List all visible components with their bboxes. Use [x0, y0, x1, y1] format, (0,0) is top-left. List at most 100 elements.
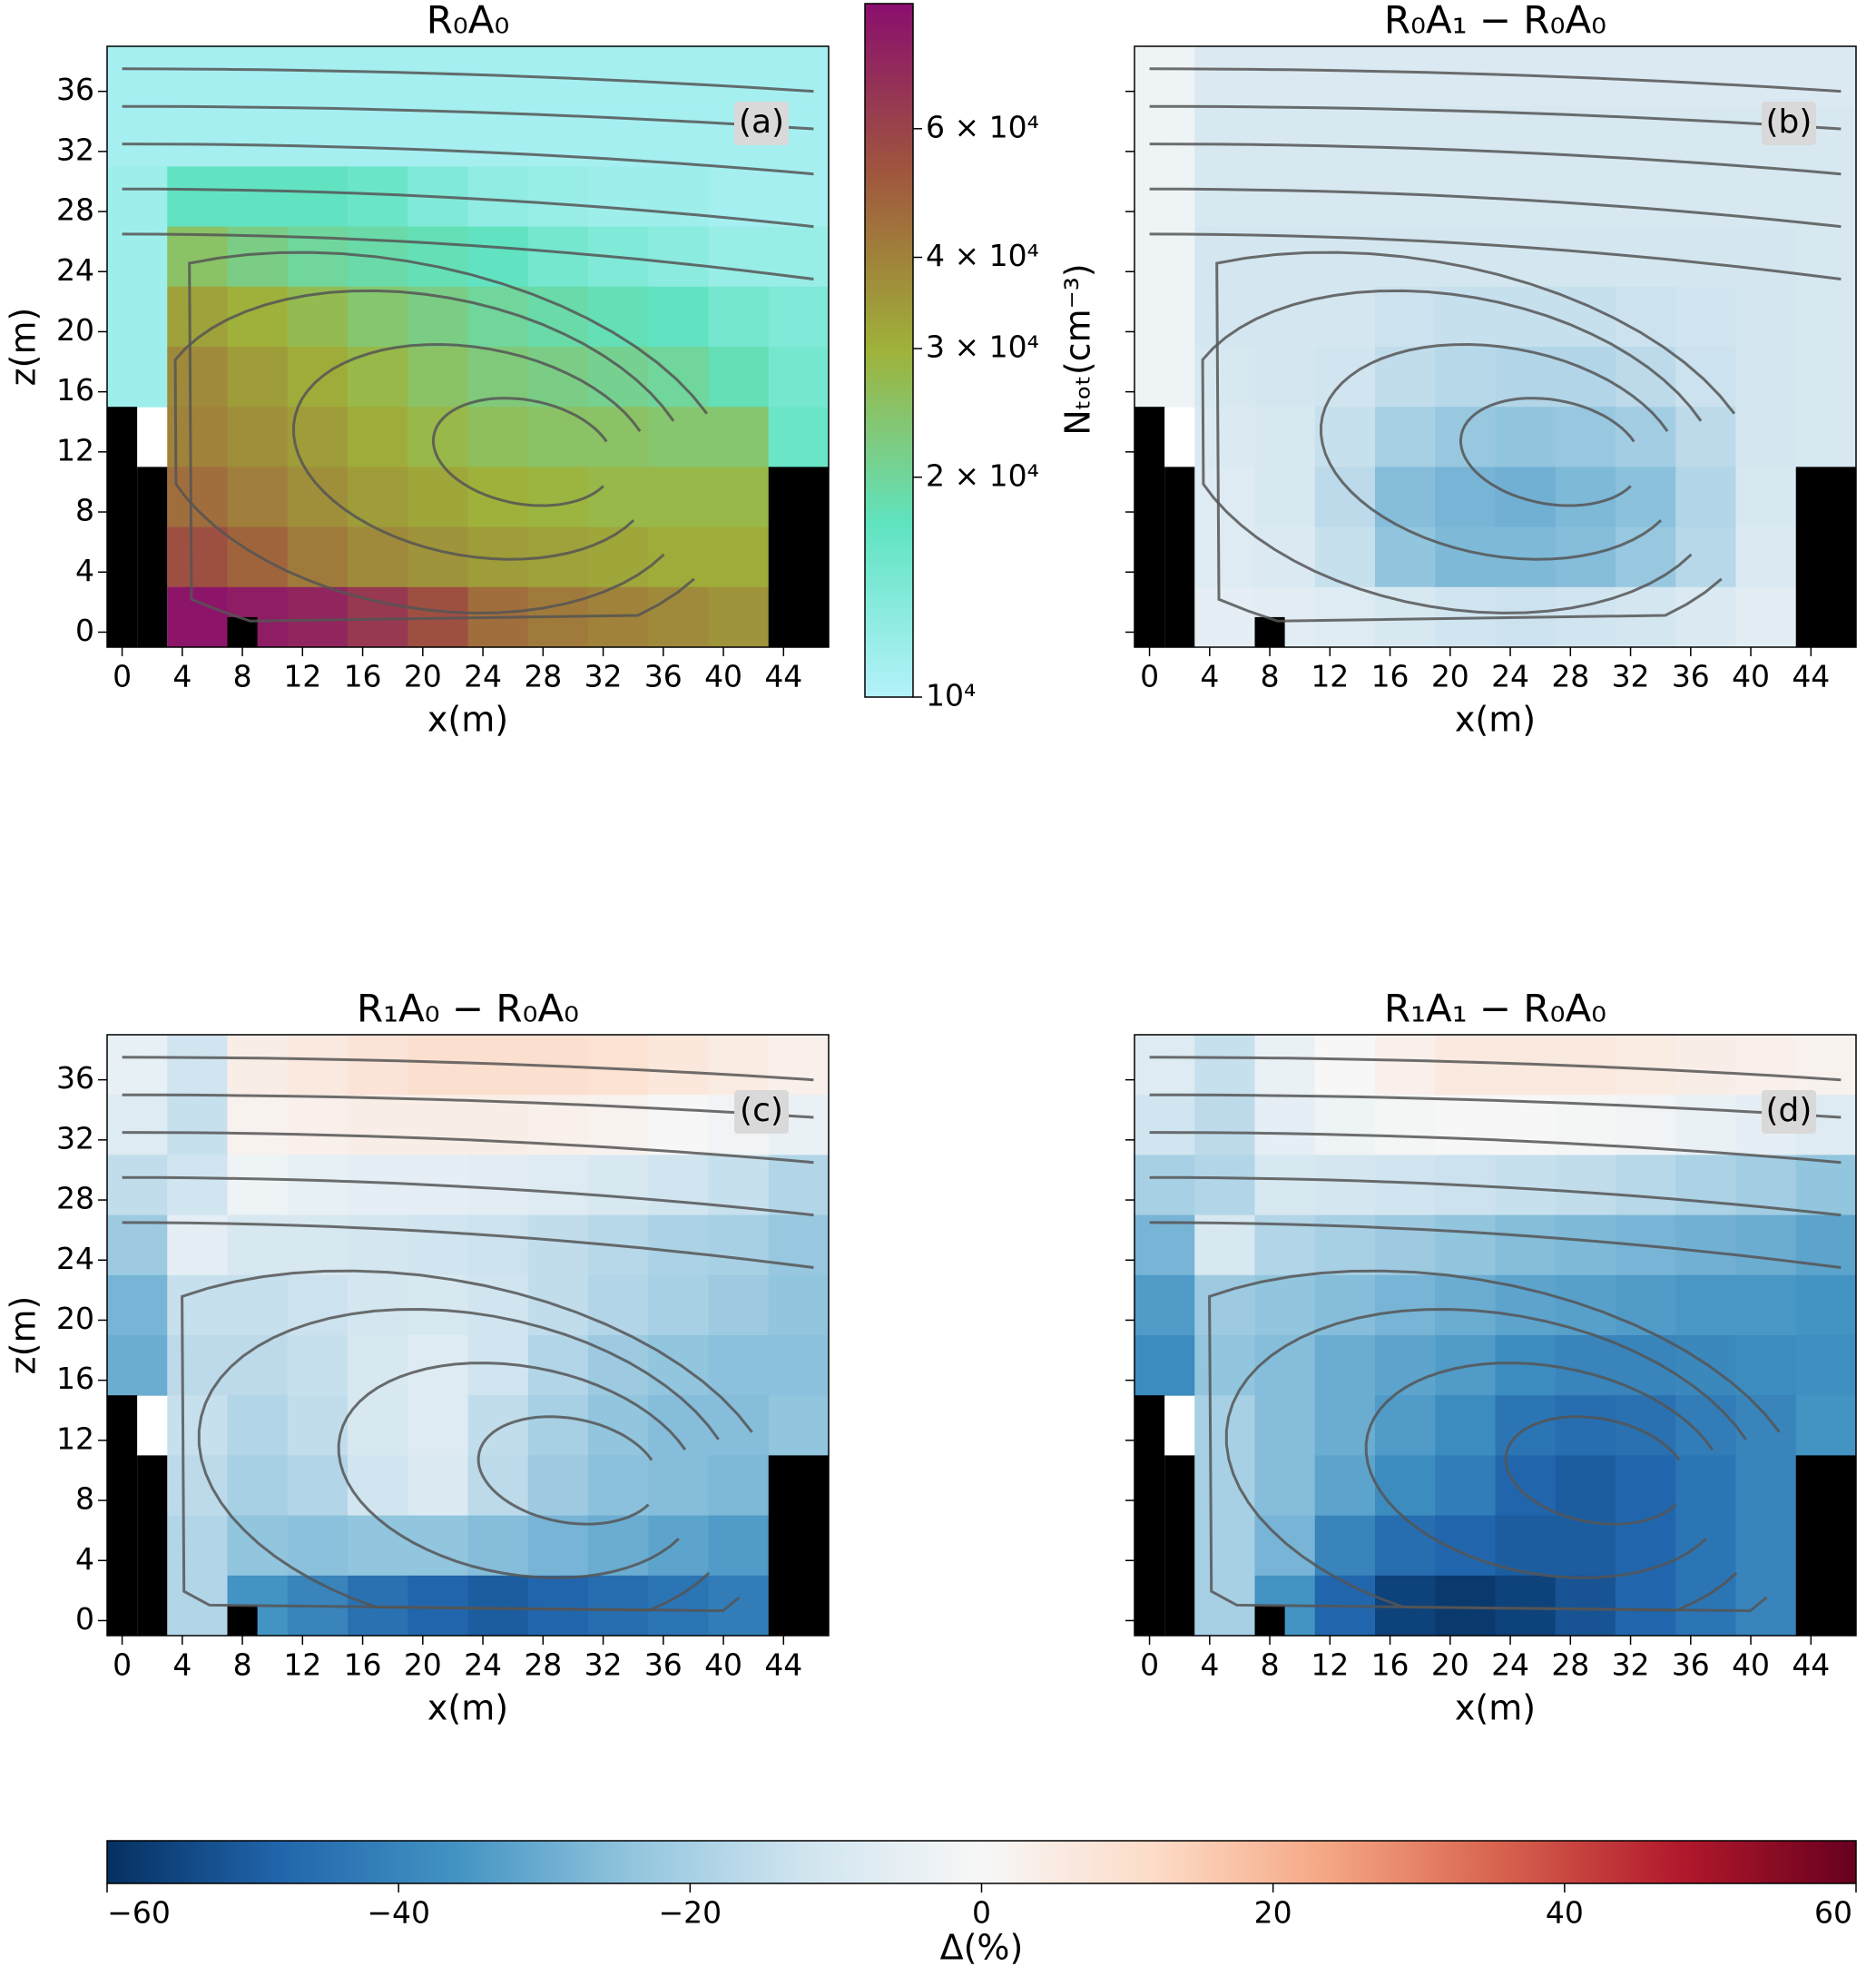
heatmap-cell	[348, 407, 408, 467]
heatmap-cell	[1254, 1455, 1316, 1517]
heatmap-cell	[1134, 226, 1195, 288]
heatmap-cell	[1495, 1095, 1557, 1155]
heatmap-cell	[227, 467, 289, 528]
colorbar-tick-label: 2 × 10⁴	[926, 457, 1039, 493]
building	[1134, 1395, 1165, 1636]
x-tick-label: 8	[1261, 1647, 1280, 1683]
heatmap-cell	[348, 1274, 408, 1336]
heatmap-cell	[1735, 347, 1797, 408]
heatmap-cell	[1616, 1455, 1676, 1517]
heatmap-cell	[588, 586, 649, 648]
heatmap-cell	[1795, 407, 1857, 467]
heatmap-cell	[467, 1214, 529, 1276]
colorbar-tick-label: −20	[659, 1895, 722, 1931]
heatmap-cell	[1735, 1455, 1797, 1517]
heatmap-cell	[588, 1035, 649, 1096]
streamline	[122, 143, 814, 176]
x-tick-label: 8	[233, 1647, 252, 1683]
heatmap-cell	[648, 526, 709, 588]
colorbar-tick-label: 60	[1814, 1895, 1852, 1931]
colorbar-tick-label: −40	[367, 1895, 430, 1931]
heatmap-cell	[348, 1455, 408, 1517]
heatmap-cell	[1134, 1155, 1195, 1216]
heatmap-cell	[768, 1035, 830, 1096]
heatmap-cell	[1675, 1155, 1736, 1216]
heatmap-cell	[107, 1214, 168, 1276]
heatmap-cell	[1435, 347, 1496, 408]
heatmap-cell	[648, 1515, 709, 1577]
x-tick-label: 4	[1200, 659, 1219, 694]
panel: 0 4 8 12 16 20 24 28 32 36 40 44 R₀A₁ − R₀A₀ x(m) (b)	[1125, 0, 1857, 740]
y-tick-label: 36	[56, 1060, 94, 1096]
heatmap-cell	[1375, 1274, 1436, 1336]
heatmap-cell	[708, 1214, 770, 1276]
heatmap-cell	[227, 106, 289, 167]
heatmap-cell	[588, 1515, 649, 1577]
heatmap-cell	[527, 226, 589, 288]
building	[1795, 467, 1856, 647]
heatmap-cell	[287, 407, 349, 467]
heatmap-cell	[588, 1575, 649, 1637]
heatmap-cell	[1735, 467, 1797, 528]
axes-frame	[106, 45, 830, 648]
heatmap-cell	[1616, 1575, 1676, 1637]
heatmap-cell	[408, 1455, 468, 1517]
panel-label: (c)	[740, 1092, 783, 1129]
heatmap-cell	[1375, 1515, 1436, 1577]
heatmap-cell	[408, 1214, 468, 1276]
heatmap-cell	[348, 1214, 408, 1276]
heatmap-cell	[1555, 1515, 1616, 1577]
heatmap-cell	[1675, 286, 1736, 348]
heatmap-cell	[1795, 166, 1857, 228]
heatmap-cell	[708, 347, 770, 408]
heatmap-cell	[708, 226, 770, 288]
x-tick-label: 28	[1551, 659, 1589, 694]
heatmap-cell	[1495, 1515, 1557, 1577]
heatmap-cell	[227, 1455, 289, 1517]
heatmap-cell	[1795, 1395, 1857, 1456]
heatmap-cell	[1616, 586, 1676, 648]
heatmap-cell	[1555, 1155, 1616, 1216]
heatmap-cell	[1314, 1335, 1376, 1396]
heatmap-cell	[527, 1575, 589, 1637]
heatmap-cell	[1194, 46, 1255, 107]
heatmap-cell	[1435, 526, 1496, 588]
heatmap-cell	[167, 1035, 228, 1096]
heatmap-cell	[408, 46, 468, 107]
heatmap-cell	[588, 166, 649, 228]
heatmap-cell	[648, 1095, 709, 1155]
heatmap-cell	[287, 46, 349, 107]
streamline	[1149, 1175, 1842, 1217]
streamline	[122, 104, 814, 131]
chart-title: R₁A₀ − R₀A₀	[357, 987, 579, 1031]
streamline	[122, 187, 814, 229]
heatmap-cell	[167, 166, 228, 228]
heatmap-cell	[348, 46, 408, 107]
heatmap-cell	[167, 467, 228, 528]
heatmap-cell	[1495, 1155, 1557, 1216]
streamline	[122, 1221, 814, 1269]
heatmap-cell	[648, 1395, 709, 1456]
x-tick-label: 8	[233, 659, 252, 694]
heatmap-cell	[1194, 467, 1255, 528]
axes-frame	[106, 1034, 830, 1637]
streamline	[1215, 251, 1736, 623]
panel-label-box	[1762, 102, 1816, 145]
heatmap-cell	[1435, 1095, 1496, 1155]
heatmap-cell	[408, 106, 468, 167]
heatmap-cell	[1435, 46, 1496, 107]
heatmap-cell	[287, 1274, 349, 1336]
heatmap-cell	[1735, 586, 1797, 648]
heatmap-cell	[107, 226, 168, 288]
heatmap-cell	[1375, 1335, 1436, 1396]
streamline	[122, 67, 814, 93]
streamline	[122, 1175, 814, 1217]
heatmap-cell	[107, 286, 168, 348]
streamline	[291, 342, 642, 561]
heatmap-cell	[1555, 1335, 1616, 1396]
heatmap-cell	[648, 286, 709, 348]
heatmap-cell	[648, 106, 709, 167]
y-tick-label: 28	[56, 1181, 94, 1216]
streamline	[1504, 1415, 1681, 1526]
heatmap-cell	[1194, 407, 1255, 467]
